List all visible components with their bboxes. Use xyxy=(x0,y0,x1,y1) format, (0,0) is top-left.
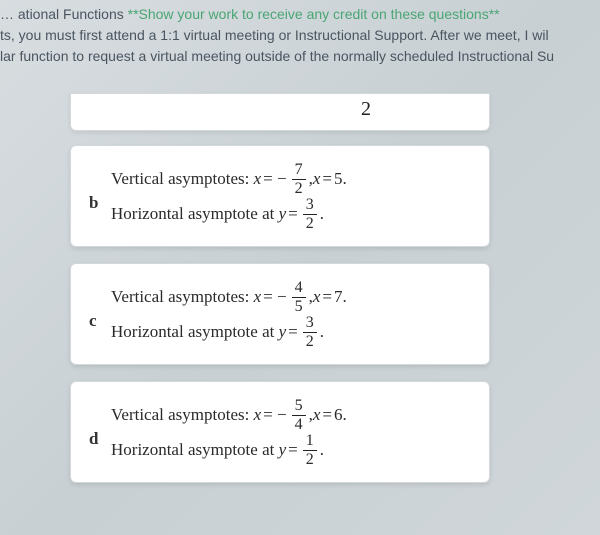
horiz-label: Horizontal asymptote at xyxy=(111,203,274,226)
option-content: Vertical asymptotes: x = − 72 , x = 5. H… xyxy=(111,162,347,232)
vert-label: Vertical asymptotes: xyxy=(111,404,249,427)
fraction: 72 xyxy=(292,162,306,197)
fraction: 54 xyxy=(292,398,306,433)
horizontal-asymptote-row: Horizontal asymptote at y = 32 . xyxy=(111,315,347,350)
option-letter: c xyxy=(89,311,111,331)
header-line-1: … ational Functions **Show your work to … xyxy=(0,4,592,25)
vert-label: Vertical asymptotes: xyxy=(111,286,249,309)
horiz-var: y xyxy=(279,439,287,462)
vertical-asymptotes-row: Vertical asymptotes: x = − 54 , x = 6. xyxy=(111,398,347,433)
vert-var: x xyxy=(254,168,262,191)
fraction: 32 xyxy=(303,315,317,350)
fraction: 32 xyxy=(303,197,317,232)
option-content: Vertical asymptotes: x = − 45 , x = 7. H… xyxy=(111,280,347,350)
horiz-label: Horizontal asymptote at xyxy=(111,439,274,462)
horizontal-asymptote-row: Horizontal asymptote at y = 32 . xyxy=(111,197,347,232)
option-b[interactable]: b Vertical asymptotes: x = − 72 , x = 5.… xyxy=(70,145,490,247)
option-content: Vertical asymptotes: x = − 54 , x = 6. H… xyxy=(111,398,347,468)
header-line-3: lar function to request a virtual meetin… xyxy=(0,46,592,67)
fraction: 45 xyxy=(292,280,306,315)
horiz-label: Horizontal asymptote at xyxy=(111,321,274,344)
vert-val2: 6 xyxy=(334,404,343,427)
equals: = − xyxy=(263,168,286,191)
vert-var2: x xyxy=(313,404,321,427)
fraction: 12 xyxy=(303,433,317,468)
horiz-var: y xyxy=(279,203,287,226)
header-green: **Show your work to receive any credit o… xyxy=(128,6,500,22)
partial-card-top: 2 xyxy=(70,93,490,131)
vert-var2: x xyxy=(313,168,321,191)
header-line-2: ts, you must first attend a 1:1 virtual … xyxy=(0,25,592,46)
option-d[interactable]: d Vertical asymptotes: x = − 54 , x = 6.… xyxy=(70,381,490,483)
vert-var: x xyxy=(254,286,262,309)
option-letter: b xyxy=(89,193,111,213)
answer-options: 2 b Vertical asymptotes: x = − 72 , x = … xyxy=(0,93,600,483)
option-c[interactable]: c Vertical asymptotes: x = − 45 , x = 7.… xyxy=(70,263,490,365)
vert-label: Vertical asymptotes: xyxy=(111,168,249,191)
vert-var: x xyxy=(254,404,262,427)
option-letter: d xyxy=(89,429,111,449)
vert-val2: 7 xyxy=(334,286,343,309)
vertical-asymptotes-row: Vertical asymptotes: x = − 72 , x = 5. xyxy=(111,162,347,197)
vert-val2: 5 xyxy=(334,168,343,191)
header-prefix: … ational Functions xyxy=(0,6,128,22)
horizontal-asymptote-row: Horizontal asymptote at y = 12 . xyxy=(111,433,347,468)
instructions-header: … ational Functions **Show your work to … xyxy=(0,0,600,75)
vert-var2: x xyxy=(313,286,321,309)
vertical-asymptotes-row: Vertical asymptotes: x = − 45 , x = 7. xyxy=(111,280,347,315)
horiz-var: y xyxy=(279,321,287,344)
fragment-denominator: 2 xyxy=(361,98,371,121)
